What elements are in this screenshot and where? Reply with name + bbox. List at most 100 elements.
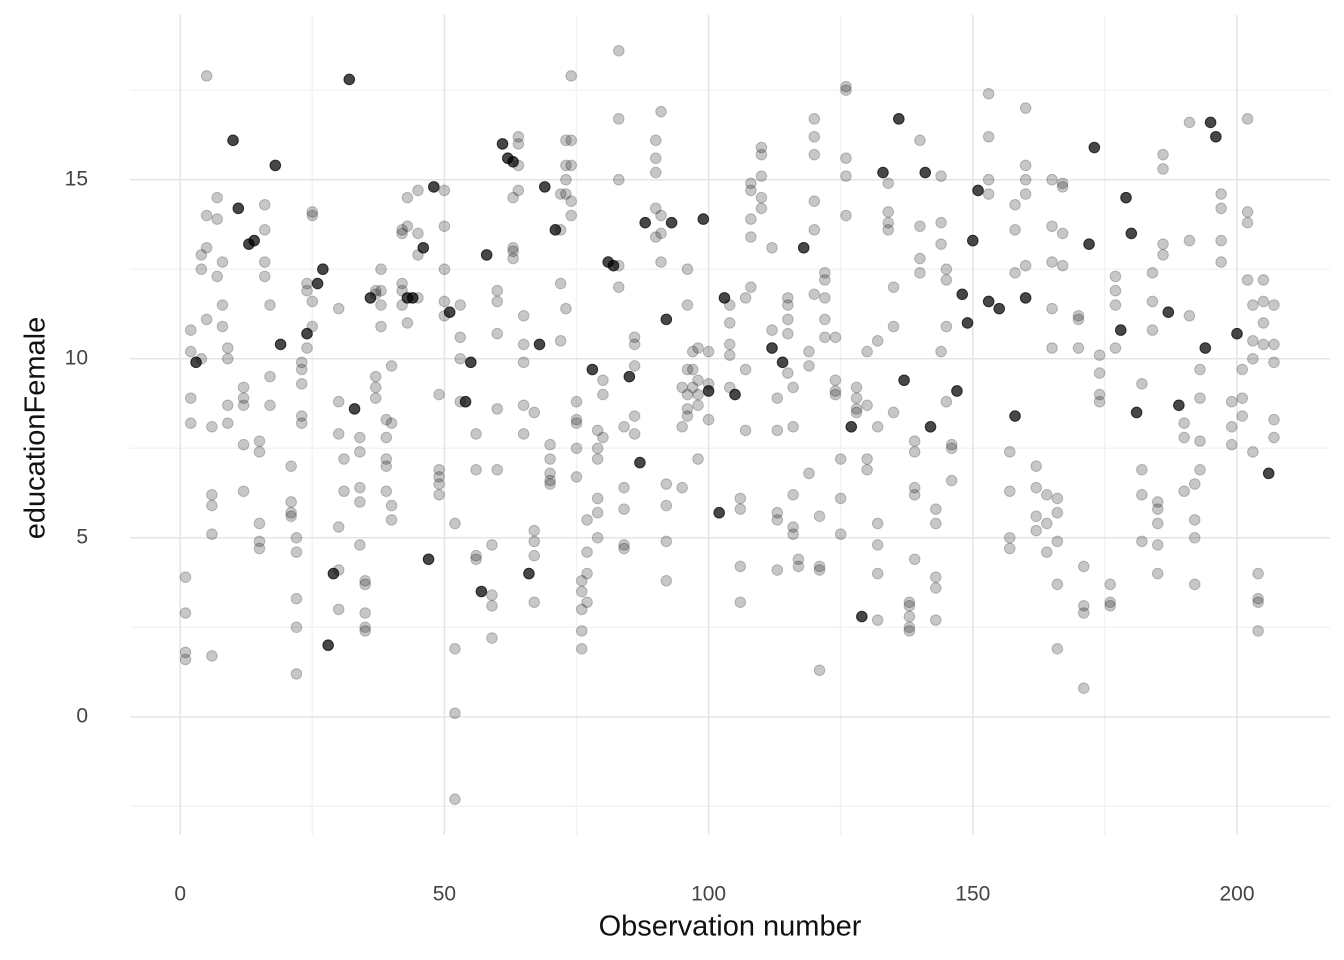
point: [745, 177, 757, 190]
point: [686, 363, 699, 376]
point: [1104, 596, 1116, 609]
point: [1125, 227, 1138, 240]
point: [935, 345, 947, 358]
point: [597, 431, 609, 444]
point: [359, 574, 371, 587]
point: [871, 539, 884, 551]
point: [982, 188, 995, 200]
point: [301, 327, 313, 340]
point: [755, 148, 768, 161]
point: [1236, 392, 1249, 404]
point: [1019, 188, 1032, 200]
point: [924, 420, 937, 433]
point: [438, 263, 451, 276]
x-tick-label: 150: [955, 883, 990, 906]
point: [528, 535, 541, 548]
point: [258, 270, 271, 283]
point: [248, 234, 260, 247]
point: [850, 406, 863, 419]
point: [544, 453, 556, 465]
point: [771, 564, 784, 576]
point: [1088, 141, 1101, 154]
point: [216, 320, 229, 333]
point: [359, 607, 371, 619]
point: [982, 130, 995, 143]
point: [512, 184, 525, 197]
point: [840, 209, 852, 222]
point: [1188, 514, 1201, 526]
point: [359, 578, 371, 591]
point: [597, 388, 609, 401]
point: [623, 370, 636, 383]
point: [649, 202, 662, 215]
point: [1130, 406, 1143, 419]
point: [618, 481, 630, 494]
point: [882, 206, 895, 218]
point: [766, 342, 778, 354]
point: [1009, 267, 1021, 279]
point: [1046, 173, 1058, 186]
point: [216, 299, 229, 311]
point: [285, 510, 297, 523]
point: [221, 417, 234, 430]
point: [1252, 625, 1264, 637]
point: [1136, 535, 1148, 548]
point: [528, 596, 541, 609]
point: [877, 166, 889, 179]
point: [930, 503, 942, 515]
point: [1151, 567, 1164, 580]
point: [1252, 596, 1264, 609]
point: [1178, 485, 1190, 498]
point: [1268, 356, 1280, 369]
point: [274, 338, 287, 351]
point: [591, 506, 604, 519]
point: [554, 277, 567, 290]
point: [406, 292, 419, 304]
point: [776, 356, 789, 369]
point: [787, 420, 799, 433]
point: [1051, 506, 1064, 519]
point: [412, 184, 424, 197]
point: [729, 388, 741, 401]
point: [591, 453, 604, 465]
point: [813, 664, 826, 677]
point: [560, 134, 572, 147]
point: [808, 195, 821, 208]
point: [433, 489, 445, 501]
point: [560, 173, 572, 186]
point: [914, 220, 926, 233]
point: [375, 284, 387, 297]
point: [575, 574, 588, 587]
point: [718, 292, 731, 304]
point: [1151, 496, 1164, 508]
y-tick-label: 10: [65, 346, 88, 369]
point: [850, 381, 863, 394]
point: [206, 499, 218, 512]
point: [612, 281, 625, 293]
x-tick-label: 0: [174, 883, 186, 906]
point: [1225, 438, 1238, 451]
point: [1162, 306, 1175, 319]
point: [433, 478, 445, 490]
point: [1077, 600, 1090, 612]
point: [290, 592, 303, 605]
point: [686, 345, 699, 358]
point: [982, 87, 995, 100]
point: [1241, 274, 1254, 286]
point: [221, 342, 234, 354]
point: [908, 435, 921, 447]
point: [961, 317, 974, 329]
x-tick-label: 50: [433, 883, 456, 906]
point: [697, 213, 710, 225]
point: [1188, 578, 1201, 591]
point: [903, 600, 916, 612]
point: [628, 331, 641, 344]
point: [771, 424, 784, 437]
point: [1003, 446, 1016, 458]
point: [253, 517, 266, 530]
point: [861, 345, 873, 358]
point: [359, 621, 371, 634]
point: [686, 381, 699, 394]
point: [649, 152, 662, 165]
point: [660, 499, 673, 512]
